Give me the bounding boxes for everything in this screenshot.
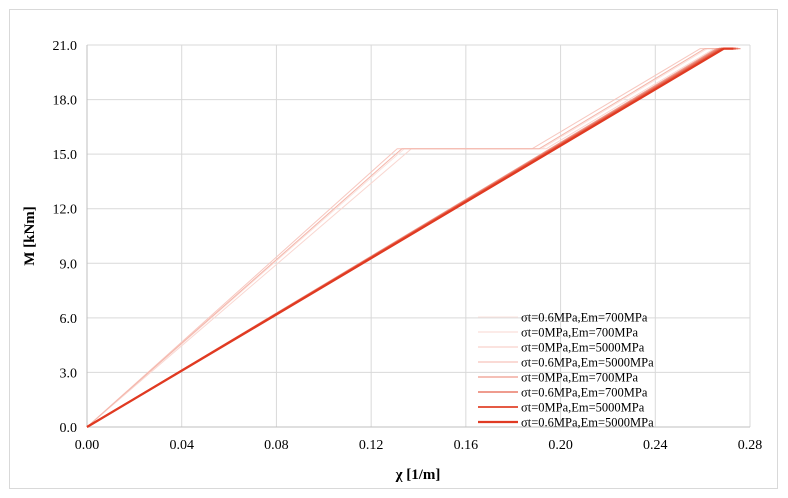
series-line xyxy=(86,48,727,428)
x-tick-label: 0.00 xyxy=(75,438,100,453)
legend-label: σt=0.6MPa,Em=700MPa xyxy=(521,311,648,325)
legend-label: σt=0.6MPa,Em=5000MPa xyxy=(521,416,654,430)
x-tick-label: 0.12 xyxy=(359,438,384,453)
series-line xyxy=(86,47,734,428)
legend-label: σt=0.6MPa,Em=700MPa xyxy=(521,386,648,400)
y-axis-title: M [kNm] xyxy=(22,206,38,266)
y-tick-label: 18.0 xyxy=(53,94,78,109)
y-tick-label: 12.0 xyxy=(53,203,78,218)
legend-label: σt=0.6MPa,Em=5000MPa xyxy=(521,356,654,370)
x-axis-title: χ [1/m] xyxy=(395,467,441,483)
x-tick-label: 0.08 xyxy=(264,438,289,453)
series-line xyxy=(86,47,741,428)
legend-label: σt=0MPa,Em=700MPa xyxy=(521,371,638,385)
y-tick-label: 0.0 xyxy=(60,421,78,436)
legend-label: σt=0MPa,Em=5000MPa xyxy=(521,341,645,355)
y-tick-label: 3.0 xyxy=(60,366,78,381)
x-tick-label: 0.28 xyxy=(738,438,763,453)
x-tick-label: 0.20 xyxy=(548,438,573,453)
series-group xyxy=(86,47,741,428)
legend-label: σt=0MPa,Em=700MPa xyxy=(521,326,638,340)
legend-label: σt=0MPa,Em=5000MPa xyxy=(521,401,645,415)
x-tick-label: 0.16 xyxy=(454,438,479,453)
y-tick-label: 9.0 xyxy=(60,257,78,272)
grid xyxy=(86,44,751,428)
y-tick-label: 21.0 xyxy=(53,39,78,54)
y-tick-label: 6.0 xyxy=(60,312,78,327)
legend: σt=0.6MPa,Em=700MPaσt=0MPa,Em=700MPaσt=0… xyxy=(478,311,654,430)
x-tick-label: 0.04 xyxy=(169,438,194,453)
y-tick-label: 15.0 xyxy=(53,148,78,163)
axes: 0.00 0.04 0.08 0.12 0.16 0.20 0.24 0.28 0.0 3.0 6.… xyxy=(53,39,763,453)
x-tick-label: 0.24 xyxy=(643,438,668,453)
